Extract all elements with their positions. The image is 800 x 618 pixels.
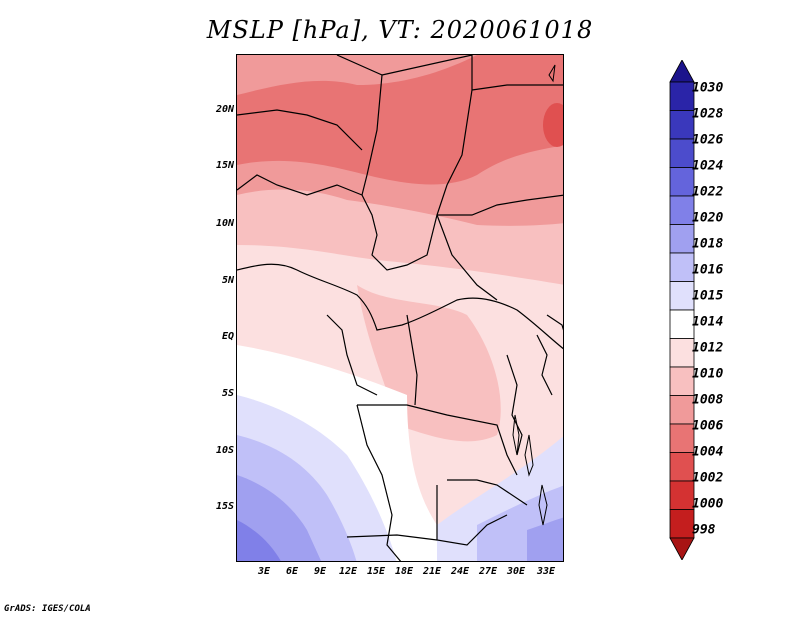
colorbar-segment xyxy=(669,480,695,510)
lat-label: 20N xyxy=(215,104,234,115)
footer-credit: GrADS: IGES/COLA xyxy=(4,604,91,614)
colorbar-segment xyxy=(669,138,695,168)
shading-1018-se xyxy=(527,517,563,561)
colorbar-segment xyxy=(669,395,695,425)
lat-label: 10S xyxy=(215,445,234,456)
colorbar-label: 1012 xyxy=(692,340,724,356)
colorbar-segment xyxy=(669,309,695,339)
colorbar-label: 1014 xyxy=(692,314,724,330)
lon-label: 30E xyxy=(506,566,526,577)
colorbar-segment xyxy=(669,338,695,368)
colorbar-segment xyxy=(669,423,695,453)
map-title: MSLP [hPa], VT: 2020061018 xyxy=(206,16,594,44)
colorbar-label: 1016 xyxy=(692,262,724,278)
lat-label: 5N xyxy=(221,275,234,286)
colorbar-segment xyxy=(669,281,695,311)
colorbar-label: 1000 xyxy=(692,496,724,512)
colorbar-cap-top xyxy=(669,60,695,83)
colorbar-label: 1026 xyxy=(692,132,724,148)
lon-label: 18E xyxy=(394,566,414,577)
colorbar-segment xyxy=(669,224,695,254)
pressure-map xyxy=(236,54,564,562)
colorbar-label: 1002 xyxy=(692,470,724,486)
lon-label: 33E xyxy=(536,566,556,577)
lon-label: 21E xyxy=(422,566,442,577)
colorbar-label: 1006 xyxy=(692,418,724,434)
lat-label: 5S xyxy=(221,388,234,399)
lat-label: 10N xyxy=(215,218,234,229)
shading-1006 xyxy=(237,55,563,185)
lon-label: 27E xyxy=(478,566,498,577)
lon-label: 12E xyxy=(338,566,358,577)
colorbar-label: 1028 xyxy=(692,106,724,122)
colorbar-segment xyxy=(669,195,695,225)
colorbar-label: 1004 xyxy=(692,444,724,460)
lat-label: EQ xyxy=(221,331,234,342)
colorbar-label: 998 xyxy=(692,522,716,538)
lake-outlines xyxy=(512,64,556,526)
shading-1004 xyxy=(543,103,563,147)
lat-label: 15N xyxy=(215,160,234,171)
colorbar-label: 1015 xyxy=(692,288,724,304)
colorbar-label: 1008 xyxy=(692,392,724,408)
colorbar-segment xyxy=(669,252,695,282)
colorbar-segment xyxy=(669,509,695,539)
colorbar-label: 1030 xyxy=(692,80,724,96)
colorbar-segment xyxy=(669,167,695,197)
colorbar-segment xyxy=(669,366,695,396)
shading-1020 xyxy=(237,520,281,561)
colorbar xyxy=(669,60,695,560)
lon-label: 3E xyxy=(257,566,271,577)
lon-label: 9E xyxy=(313,566,327,577)
colorbar-label: 1018 xyxy=(692,236,724,252)
lat-label: 15S xyxy=(215,501,234,512)
colorbar-label: 1024 xyxy=(692,158,724,174)
colorbar-label: 1010 xyxy=(692,366,724,382)
colorbar-label: 1020 xyxy=(692,210,724,226)
country-borders xyxy=(237,55,563,561)
lon-label: 6E xyxy=(285,566,299,577)
colorbar-segment xyxy=(669,110,695,140)
colorbar-segment xyxy=(669,81,695,111)
colorbar-segment xyxy=(669,452,695,482)
lon-label: 24E xyxy=(450,566,470,577)
colorbar-cap-bottom xyxy=(669,537,695,560)
colorbar-label: 1022 xyxy=(692,184,724,200)
lon-label: 15E xyxy=(366,566,386,577)
pressure-field-svg xyxy=(237,55,563,561)
